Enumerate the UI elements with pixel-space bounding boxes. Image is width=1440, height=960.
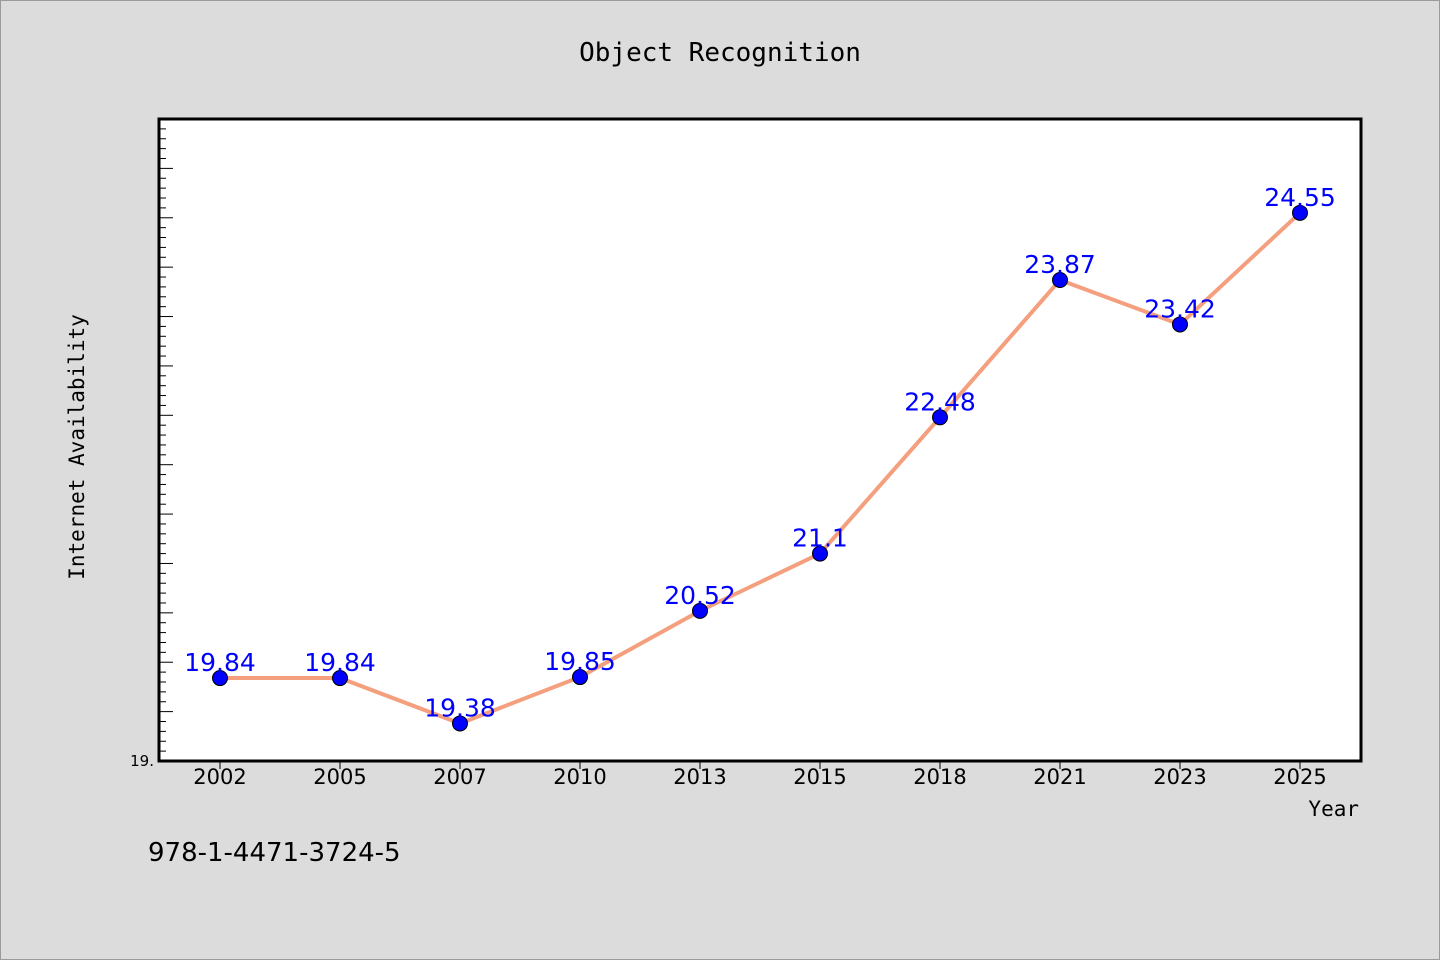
data-point-label: 24.55 bbox=[1264, 183, 1336, 212]
y-axis-title: Internet Availability bbox=[65, 314, 89, 580]
data-point-marker bbox=[332, 670, 348, 687]
x-tick-label: 2007 bbox=[433, 765, 486, 789]
data-point-label: 19.85 bbox=[544, 647, 616, 676]
series-data-labels: 19.84 19.84 19.38 19.85 20.52 21.1 22.48 23.87 2… bbox=[184, 183, 1336, 723]
data-point-marker bbox=[1292, 204, 1308, 221]
chart-title: Object Recognition bbox=[579, 38, 861, 68]
x-tick-label: 2010 bbox=[553, 765, 606, 789]
x-axis-tick-labels: 2002 2005 2007 2010 2013 2015 2018 2021 2023 2025 bbox=[193, 765, 1326, 789]
data-point-label: 22.48 bbox=[904, 387, 976, 416]
data-point-marker bbox=[572, 669, 588, 686]
x-tick-label: 2018 bbox=[913, 765, 966, 789]
data-point-marker bbox=[212, 670, 228, 687]
x-tick-label: 2025 bbox=[1273, 765, 1326, 789]
data-point-marker bbox=[692, 602, 708, 619]
data-point-label: 19.84 bbox=[184, 648, 256, 677]
x-tick-label: 2013 bbox=[673, 765, 726, 789]
x-tick-label: 2005 bbox=[313, 765, 366, 789]
data-point-label: 21.1 bbox=[792, 524, 848, 553]
data-point-label: 23.87 bbox=[1024, 250, 1096, 279]
x-axis-title: Year bbox=[1308, 797, 1359, 821]
y-axis-ticks bbox=[159, 118, 173, 762]
data-point-marker bbox=[812, 545, 828, 562]
data-point-marker bbox=[1052, 271, 1068, 288]
x-tick-label: 2023 bbox=[1153, 765, 1206, 789]
data-point-label: 20.52 bbox=[664, 581, 736, 610]
series-line bbox=[218, 210, 1302, 726]
data-point-marker bbox=[1172, 316, 1188, 333]
plot-area bbox=[157, 117, 1363, 763]
data-point-label: 23.42 bbox=[1144, 294, 1216, 323]
data-point-label: 19.84 bbox=[304, 648, 376, 677]
data-point-marker bbox=[452, 715, 468, 732]
x-axis-ticks bbox=[219, 761, 1301, 769]
x-tick-label: 2021 bbox=[1033, 765, 1086, 789]
data-point-marker bbox=[932, 409, 948, 426]
x-tick-label: 2002 bbox=[193, 765, 246, 789]
y-axis-tick-label: 19. bbox=[130, 752, 154, 770]
footnote-isbn: 978-1-4471-3724-5 bbox=[148, 838, 401, 868]
series-markers bbox=[212, 204, 1308, 732]
x-tick-label: 2015 bbox=[793, 765, 846, 789]
data-point-label: 19.38 bbox=[424, 693, 496, 722]
